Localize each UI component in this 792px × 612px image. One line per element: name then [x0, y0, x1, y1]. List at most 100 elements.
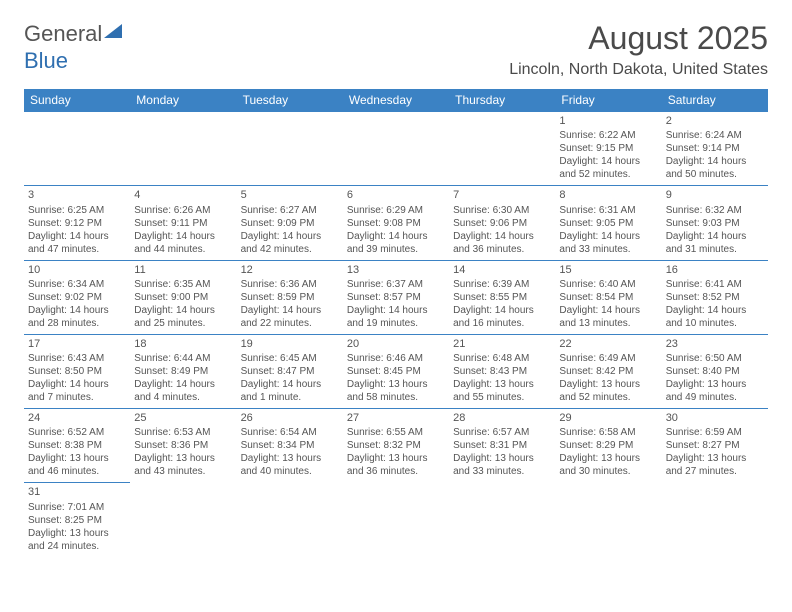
sunset-text: Sunset: 8:27 PM — [666, 439, 764, 452]
sunset-text: Sunset: 8:55 PM — [453, 291, 551, 304]
sunset-text: Sunset: 8:32 PM — [347, 439, 445, 452]
day-number: 19 — [241, 337, 339, 351]
sunrise-text: Sunrise: 6:36 AM — [241, 278, 339, 291]
day-number: 18 — [134, 337, 232, 351]
calendar-cell: 10Sunrise: 6:34 AMSunset: 9:02 PMDayligh… — [24, 260, 130, 334]
day-number: 31 — [28, 485, 126, 499]
sunrise-text: Sunrise: 6:52 AM — [28, 426, 126, 439]
sunset-text: Sunset: 8:43 PM — [453, 365, 551, 378]
calendar-row: 10Sunrise: 6:34 AMSunset: 9:02 PMDayligh… — [24, 260, 768, 334]
sunrise-text: Sunrise: 6:30 AM — [453, 204, 551, 217]
weekday-header: Friday — [555, 89, 661, 112]
page-header: General August 2025 Lincoln, North Dakot… — [24, 20, 768, 79]
daylight-text: and 10 minutes. — [666, 317, 764, 330]
sunrise-text: Sunrise: 6:22 AM — [559, 129, 657, 142]
calendar-cell: 29Sunrise: 6:58 AMSunset: 8:29 PMDayligh… — [555, 409, 661, 483]
calendar-cell: 2Sunrise: 6:24 AMSunset: 9:14 PMDaylight… — [662, 112, 768, 186]
sunrise-text: Sunrise: 6:41 AM — [666, 278, 764, 291]
sunset-text: Sunset: 8:50 PM — [28, 365, 126, 378]
daylight-text: and 27 minutes. — [666, 465, 764, 478]
day-number: 30 — [666, 411, 764, 425]
sunrise-text: Sunrise: 6:46 AM — [347, 352, 445, 365]
sunrise-text: Sunrise: 6:54 AM — [241, 426, 339, 439]
sunrise-text: Sunrise: 6:44 AM — [134, 352, 232, 365]
daylight-text: Daylight: 13 hours — [28, 527, 126, 540]
daylight-text: and 33 minutes. — [453, 465, 551, 478]
daylight-text: and 58 minutes. — [347, 391, 445, 404]
daylight-text: Daylight: 14 hours — [666, 304, 764, 317]
calendar-cell — [130, 483, 236, 557]
sunset-text: Sunset: 8:54 PM — [559, 291, 657, 304]
logo-sail-icon — [104, 20, 126, 46]
logo-word-2: Blue — [24, 48, 68, 74]
day-number: 28 — [453, 411, 551, 425]
daylight-text: and 28 minutes. — [28, 317, 126, 330]
sunrise-text: Sunrise: 6:43 AM — [28, 352, 126, 365]
calendar-cell — [449, 483, 555, 557]
daylight-text: and 25 minutes. — [134, 317, 232, 330]
calendar-header-row: SundayMondayTuesdayWednesdayThursdayFrid… — [24, 89, 768, 112]
sunset-text: Sunset: 8:31 PM — [453, 439, 551, 452]
calendar-cell — [237, 112, 343, 186]
calendar-cell — [555, 483, 661, 557]
sunset-text: Sunset: 8:25 PM — [28, 514, 126, 527]
daylight-text: and 40 minutes. — [241, 465, 339, 478]
day-number: 12 — [241, 263, 339, 277]
daylight-text: Daylight: 13 hours — [559, 452, 657, 465]
sunrise-text: Sunrise: 6:49 AM — [559, 352, 657, 365]
logo: General — [24, 20, 126, 48]
daylight-text: Daylight: 14 hours — [453, 230, 551, 243]
sunrise-text: Sunrise: 6:32 AM — [666, 204, 764, 217]
day-number: 21 — [453, 337, 551, 351]
day-number: 26 — [241, 411, 339, 425]
sunset-text: Sunset: 8:38 PM — [28, 439, 126, 452]
daylight-text: and 44 minutes. — [134, 243, 232, 256]
month-title: August 2025 — [509, 20, 768, 57]
day-number: 20 — [347, 337, 445, 351]
calendar-cell: 17Sunrise: 6:43 AMSunset: 8:50 PMDayligh… — [24, 334, 130, 408]
sunset-text: Sunset: 8:29 PM — [559, 439, 657, 452]
daylight-text: Daylight: 13 hours — [347, 378, 445, 391]
daylight-text: and 47 minutes. — [28, 243, 126, 256]
sunset-text: Sunset: 9:02 PM — [28, 291, 126, 304]
calendar-cell — [343, 483, 449, 557]
calendar-cell: 22Sunrise: 6:49 AMSunset: 8:42 PMDayligh… — [555, 334, 661, 408]
calendar-cell: 14Sunrise: 6:39 AMSunset: 8:55 PMDayligh… — [449, 260, 555, 334]
sunrise-text: Sunrise: 6:58 AM — [559, 426, 657, 439]
sunrise-text: Sunrise: 6:57 AM — [453, 426, 551, 439]
weekday-header: Saturday — [662, 89, 768, 112]
daylight-text: and 31 minutes. — [666, 243, 764, 256]
calendar-cell — [24, 112, 130, 186]
sunrise-text: Sunrise: 6:59 AM — [666, 426, 764, 439]
sunrise-text: Sunrise: 6:40 AM — [559, 278, 657, 291]
daylight-text: Daylight: 13 hours — [134, 452, 232, 465]
sunrise-text: Sunrise: 6:25 AM — [28, 204, 126, 217]
day-number: 16 — [666, 263, 764, 277]
calendar-cell: 11Sunrise: 6:35 AMSunset: 9:00 PMDayligh… — [130, 260, 236, 334]
location-label: Lincoln, North Dakota, United States — [509, 61, 768, 79]
sunset-text: Sunset: 8:34 PM — [241, 439, 339, 452]
sunrise-text: Sunrise: 6:26 AM — [134, 204, 232, 217]
daylight-text: Daylight: 14 hours — [134, 230, 232, 243]
sunset-text: Sunset: 8:57 PM — [347, 291, 445, 304]
weekday-header: Tuesday — [237, 89, 343, 112]
sunset-text: Sunset: 8:49 PM — [134, 365, 232, 378]
logo-word-1: General — [24, 21, 102, 47]
day-number: 2 — [666, 114, 764, 128]
weekday-header: Sunday — [24, 89, 130, 112]
sunset-text: Sunset: 9:09 PM — [241, 217, 339, 230]
sunrise-text: Sunrise: 6:55 AM — [347, 426, 445, 439]
daylight-text: and 49 minutes. — [666, 391, 764, 404]
calendar-cell: 5Sunrise: 6:27 AMSunset: 9:09 PMDaylight… — [237, 186, 343, 260]
calendar-cell: 26Sunrise: 6:54 AMSunset: 8:34 PMDayligh… — [237, 409, 343, 483]
daylight-text: Daylight: 14 hours — [241, 378, 339, 391]
sunrise-text: Sunrise: 6:34 AM — [28, 278, 126, 291]
calendar-cell: 15Sunrise: 6:40 AMSunset: 8:54 PMDayligh… — [555, 260, 661, 334]
sunset-text: Sunset: 8:36 PM — [134, 439, 232, 452]
sunrise-text: Sunrise: 6:48 AM — [453, 352, 551, 365]
calendar-cell — [662, 483, 768, 557]
title-block: August 2025 Lincoln, North Dakota, Unite… — [509, 20, 768, 79]
daylight-text: Daylight: 13 hours — [453, 378, 551, 391]
daylight-text: Daylight: 13 hours — [666, 378, 764, 391]
daylight-text: Daylight: 14 hours — [559, 230, 657, 243]
